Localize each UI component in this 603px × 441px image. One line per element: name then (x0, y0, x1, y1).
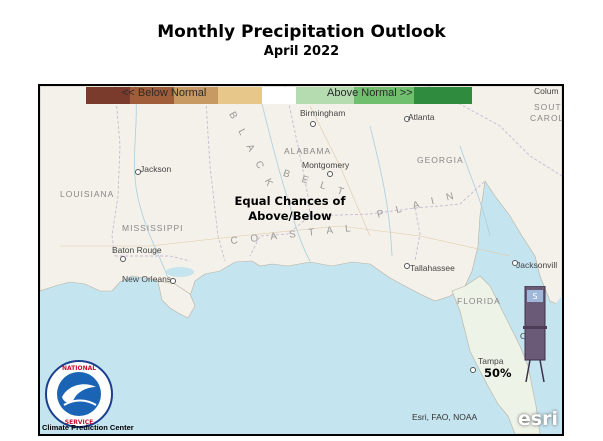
florida-peninsula (451, 275, 541, 434)
map-frame[interactable]: << Below Normal Above Normal >> ALABAMA … (38, 84, 564, 436)
svg-text:SERVICE: SERVICE (65, 419, 93, 426)
city-label-tallahassee: Tallahassee (410, 263, 455, 273)
city-dot-tampa (470, 367, 476, 373)
city-label-montgomery: Montgomery (302, 160, 350, 170)
state-label-alabama: ALABAMA (284, 146, 332, 156)
legend-swatch-2 (174, 87, 218, 104)
rivers (134, 86, 491, 279)
equal-chances-line-1: Equal Chances of (234, 194, 346, 208)
roads (60, 105, 511, 257)
city-label-tampa: Tampa (478, 356, 504, 366)
city-dot-baton-rouge (120, 256, 126, 262)
state-borders (111, 86, 562, 262)
city-dot-atlanta (404, 116, 410, 122)
city-dot-jackson (135, 169, 141, 175)
city-dot-montgomery (327, 171, 333, 177)
map-attribution[interactable]: Esri, FAO, NOAA (412, 412, 478, 422)
legend-swatch-4 (262, 87, 296, 104)
city-label-birmingham: Birmingham (300, 108, 346, 118)
state-label-mississippi: MISSISSIPPI (122, 223, 184, 233)
city-dot-new-orleans (170, 278, 176, 284)
esri-logo-icon: esri (517, 408, 558, 430)
city-label-new-orleans: New Orleans (122, 274, 172, 284)
delta (157, 280, 196, 319)
rain-gauge-icon: S (523, 286, 547, 382)
city-label-baton-rouge: Baton Rouge (112, 245, 162, 255)
city-label-orlando: O (520, 331, 527, 341)
state-label-south-carolina-1: SOUTH (534, 102, 562, 112)
legend-swatch-3 (218, 87, 262, 104)
city-label-jackson: Jackson (140, 164, 172, 174)
city-label-atlanta: Atlanta (408, 112, 435, 122)
svg-text:S: S (532, 292, 537, 301)
city-dot-tallahassee (404, 263, 410, 269)
legend-swatch-6 (354, 87, 414, 104)
equal-chances-line-2: Above/Below (248, 209, 332, 223)
legend-bar (86, 87, 472, 104)
land-mass (40, 86, 562, 307)
city-dot-jacksonville (512, 260, 518, 266)
equal-chances-callout: Equal Chances of Above/Below (230, 194, 350, 224)
state-label-florida: FLORIDA (457, 296, 501, 306)
city-dot-birmingham (310, 121, 316, 127)
city-label-columbia: Colum (534, 86, 559, 96)
basemap (40, 86, 562, 434)
legend-swatch-5 (296, 87, 354, 104)
legend-below-label: << Below Normal (122, 87, 207, 99)
tampa-pct-callout: 50% (484, 366, 512, 380)
city-label-jacksonville: Jacksonvill (516, 260, 558, 270)
legend-swatch-0 (86, 87, 130, 104)
legend-above-label: Above Normal >> (327, 87, 413, 99)
state-label-georgia: GEORGIA (417, 155, 464, 165)
page-subtitle: April 2022 (263, 44, 340, 59)
legend-swatch-7 (414, 87, 472, 104)
svg-text:NATIONAL: NATIONAL (62, 365, 96, 372)
state-label-louisiana: LOUISIANA (60, 189, 115, 199)
legend-swatch-1 (130, 87, 174, 104)
nws-logo-icon: NATIONAL SERVICE (45, 360, 113, 428)
page-title: Monthly Precipitation Outlook (157, 22, 446, 42)
state-label-south-carolina-2: CAROLI (530, 113, 564, 123)
cpc-label: Climate Prediction Center (42, 423, 134, 432)
